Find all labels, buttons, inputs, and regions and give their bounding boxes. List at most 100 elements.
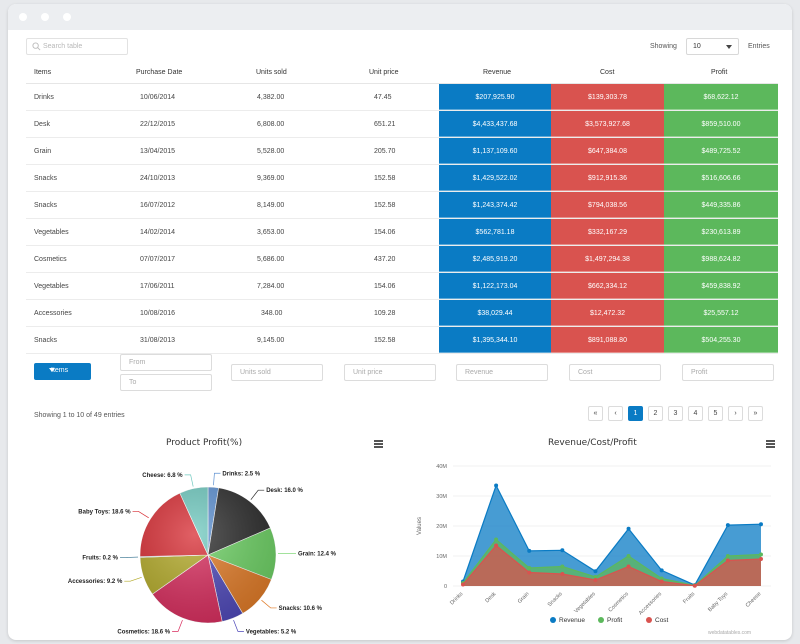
x-tick-label: Accessories — [638, 591, 663, 616]
items-filter-button[interactable]: Items — [34, 363, 91, 380]
cell-item: Vegetables — [34, 229, 69, 236]
column-header[interactable]: Items — [34, 69, 52, 76]
cell-units: 6,808.00 — [257, 121, 285, 128]
first-page-button[interactable]: « — [588, 406, 603, 421]
column-header[interactable]: Profit — [711, 69, 728, 76]
table-row[interactable]: Accessories 10/08/2016 348.00 109.28 $38… — [26, 300, 778, 327]
cost-filter-field[interactable]: Cost — [569, 364, 661, 381]
point-profit[interactable] — [659, 576, 664, 581]
point-revenue[interactable] — [593, 569, 598, 574]
table-row[interactable]: Desk 22/12/2015 6,808.00 651.21 $4,433,4… — [26, 111, 778, 138]
pie-connector — [132, 511, 149, 519]
units-filter-field[interactable]: Units sold — [231, 364, 323, 381]
point-revenue[interactable] — [725, 523, 730, 528]
pie-connector — [124, 577, 142, 582]
point-profit[interactable] — [560, 564, 565, 569]
point-revenue[interactable] — [759, 522, 763, 527]
point-cost[interactable] — [692, 583, 697, 588]
cell-cost: $794,038.56 — [551, 192, 664, 218]
point-revenue[interactable] — [560, 548, 565, 553]
cell-profit: $25,557.12 — [664, 300, 778, 326]
point-cost[interactable] — [626, 564, 631, 569]
point-cost[interactable] — [759, 557, 763, 561]
column-header[interactable]: Units sold — [256, 69, 287, 76]
table-row[interactable]: Snacks 16/07/2012 8,149.00 152.58 $1,243… — [26, 192, 778, 219]
column-header[interactable]: Unit price — [369, 69, 399, 76]
table-row[interactable]: Grain 13/04/2015 5,528.00 205.70 $1,137,… — [26, 138, 778, 165]
pie-label: Drinks: 2.5 % — [222, 471, 260, 477]
pie-label: Baby Toys: 18.6 % — [78, 509, 131, 515]
x-tick-label: Grain — [517, 591, 531, 605]
showing-label: Showing — [650, 43, 677, 50]
point-revenue[interactable] — [659, 568, 664, 573]
point-cost[interactable] — [494, 543, 499, 548]
cell-units: 5,528.00 — [257, 148, 285, 155]
point-profit[interactable] — [759, 552, 763, 557]
legend-label[interactable]: Revenue — [559, 617, 585, 624]
point-cost[interactable] — [593, 578, 598, 582]
last-page-button[interactable]: » — [748, 406, 763, 421]
window-control-dot[interactable] — [41, 13, 49, 21]
page-button[interactable]: 2 — [648, 406, 663, 421]
table-row[interactable]: Vegetables 17/06/2011 7,284.00 154.06 $1… — [26, 273, 778, 300]
filter-icon — [49, 368, 55, 372]
page-button[interactable]: 3 — [668, 406, 683, 421]
cell-item: Snacks — [34, 202, 57, 209]
chevron-down-icon — [726, 45, 732, 49]
menu-icon[interactable] — [374, 440, 383, 448]
column-header[interactable]: Cost — [600, 69, 615, 76]
point-cost[interactable] — [527, 570, 532, 575]
table-row[interactable]: Cosmetics 07/07/2017 5,686.00 437.20 $2,… — [26, 246, 778, 273]
point-cost[interactable] — [725, 558, 730, 563]
date-to-field[interactable]: To — [120, 374, 212, 391]
table-row[interactable]: Vegetables 14/02/2014 3,653.00 154.06 $5… — [26, 219, 778, 246]
cell-units: 7,284.00 — [257, 283, 285, 290]
y-tick-label: 20M — [436, 524, 447, 530]
menu-icon[interactable] — [766, 440, 775, 448]
point-profit[interactable] — [626, 554, 631, 558]
point-cost[interactable] — [560, 572, 565, 576]
point-revenue[interactable] — [494, 483, 499, 488]
point-profit[interactable] — [593, 575, 598, 579]
point-profit[interactable] — [725, 554, 730, 558]
legend-label[interactable]: Cost — [655, 617, 669, 624]
profit-filter-field[interactable]: Profit — [682, 364, 774, 381]
watermark-text: webdatatables.com — [708, 630, 752, 636]
table-row[interactable]: Snacks 24/10/2013 9,369.00 152.58 $1,429… — [26, 165, 778, 192]
legend-marker[interactable] — [646, 617, 652, 623]
point-revenue[interactable] — [626, 526, 631, 531]
point-cost[interactable] — [461, 582, 465, 587]
column-header[interactable]: Purchase Date — [136, 69, 183, 76]
page-button[interactable]: 5 — [708, 406, 723, 421]
legend-marker[interactable] — [550, 617, 556, 623]
point-profit[interactable] — [494, 537, 499, 542]
page-button[interactable]: 1 — [628, 406, 643, 421]
date-from-field[interactable]: From — [120, 354, 212, 371]
price-filter-field[interactable]: Unit price — [344, 364, 436, 381]
column-header[interactable]: Revenue — [483, 69, 512, 76]
cell-revenue: $1,122,173.04 — [439, 273, 551, 299]
point-revenue[interactable] — [527, 548, 532, 553]
table-row[interactable]: Drinks 10/06/2014 4,382.00 47.45 $207,92… — [26, 84, 778, 111]
page-size-select[interactable]: 10 — [686, 38, 739, 55]
area-chart: 0 10M 20M 30M 40M Values Drinks Desk Grain Snacks… — [417, 464, 771, 624]
table-row[interactable]: Snacks 31/08/2013 9,145.00 152.58 $1,395… — [26, 327, 778, 354]
next-page-button[interactable]: › — [728, 406, 743, 421]
area-chart-title: Revenue/Cost/Profit — [548, 438, 637, 448]
x-tick-label: Baby Toys — [707, 591, 729, 613]
pie-connector — [172, 620, 183, 632]
cell-price: 152.58 — [374, 175, 396, 182]
window-control-dot[interactable] — [19, 13, 27, 21]
point-cost[interactable] — [659, 579, 664, 584]
page-button[interactable]: 4 — [688, 406, 703, 421]
point-profit[interactable] — [527, 566, 532, 570]
prev-page-button[interactable]: ‹ — [608, 406, 623, 421]
cell-units: 5,686.00 — [257, 256, 285, 263]
legend-marker[interactable] — [598, 617, 604, 623]
x-tick-label: Vegetables — [573, 591, 597, 615]
revenue-filter-field[interactable]: Revenue — [456, 364, 548, 381]
cell-item: Snacks — [34, 337, 57, 344]
search-input[interactable]: Search table — [26, 38, 128, 55]
legend-label[interactable]: Profit — [607, 617, 622, 624]
window-control-dot[interactable] — [63, 13, 71, 21]
